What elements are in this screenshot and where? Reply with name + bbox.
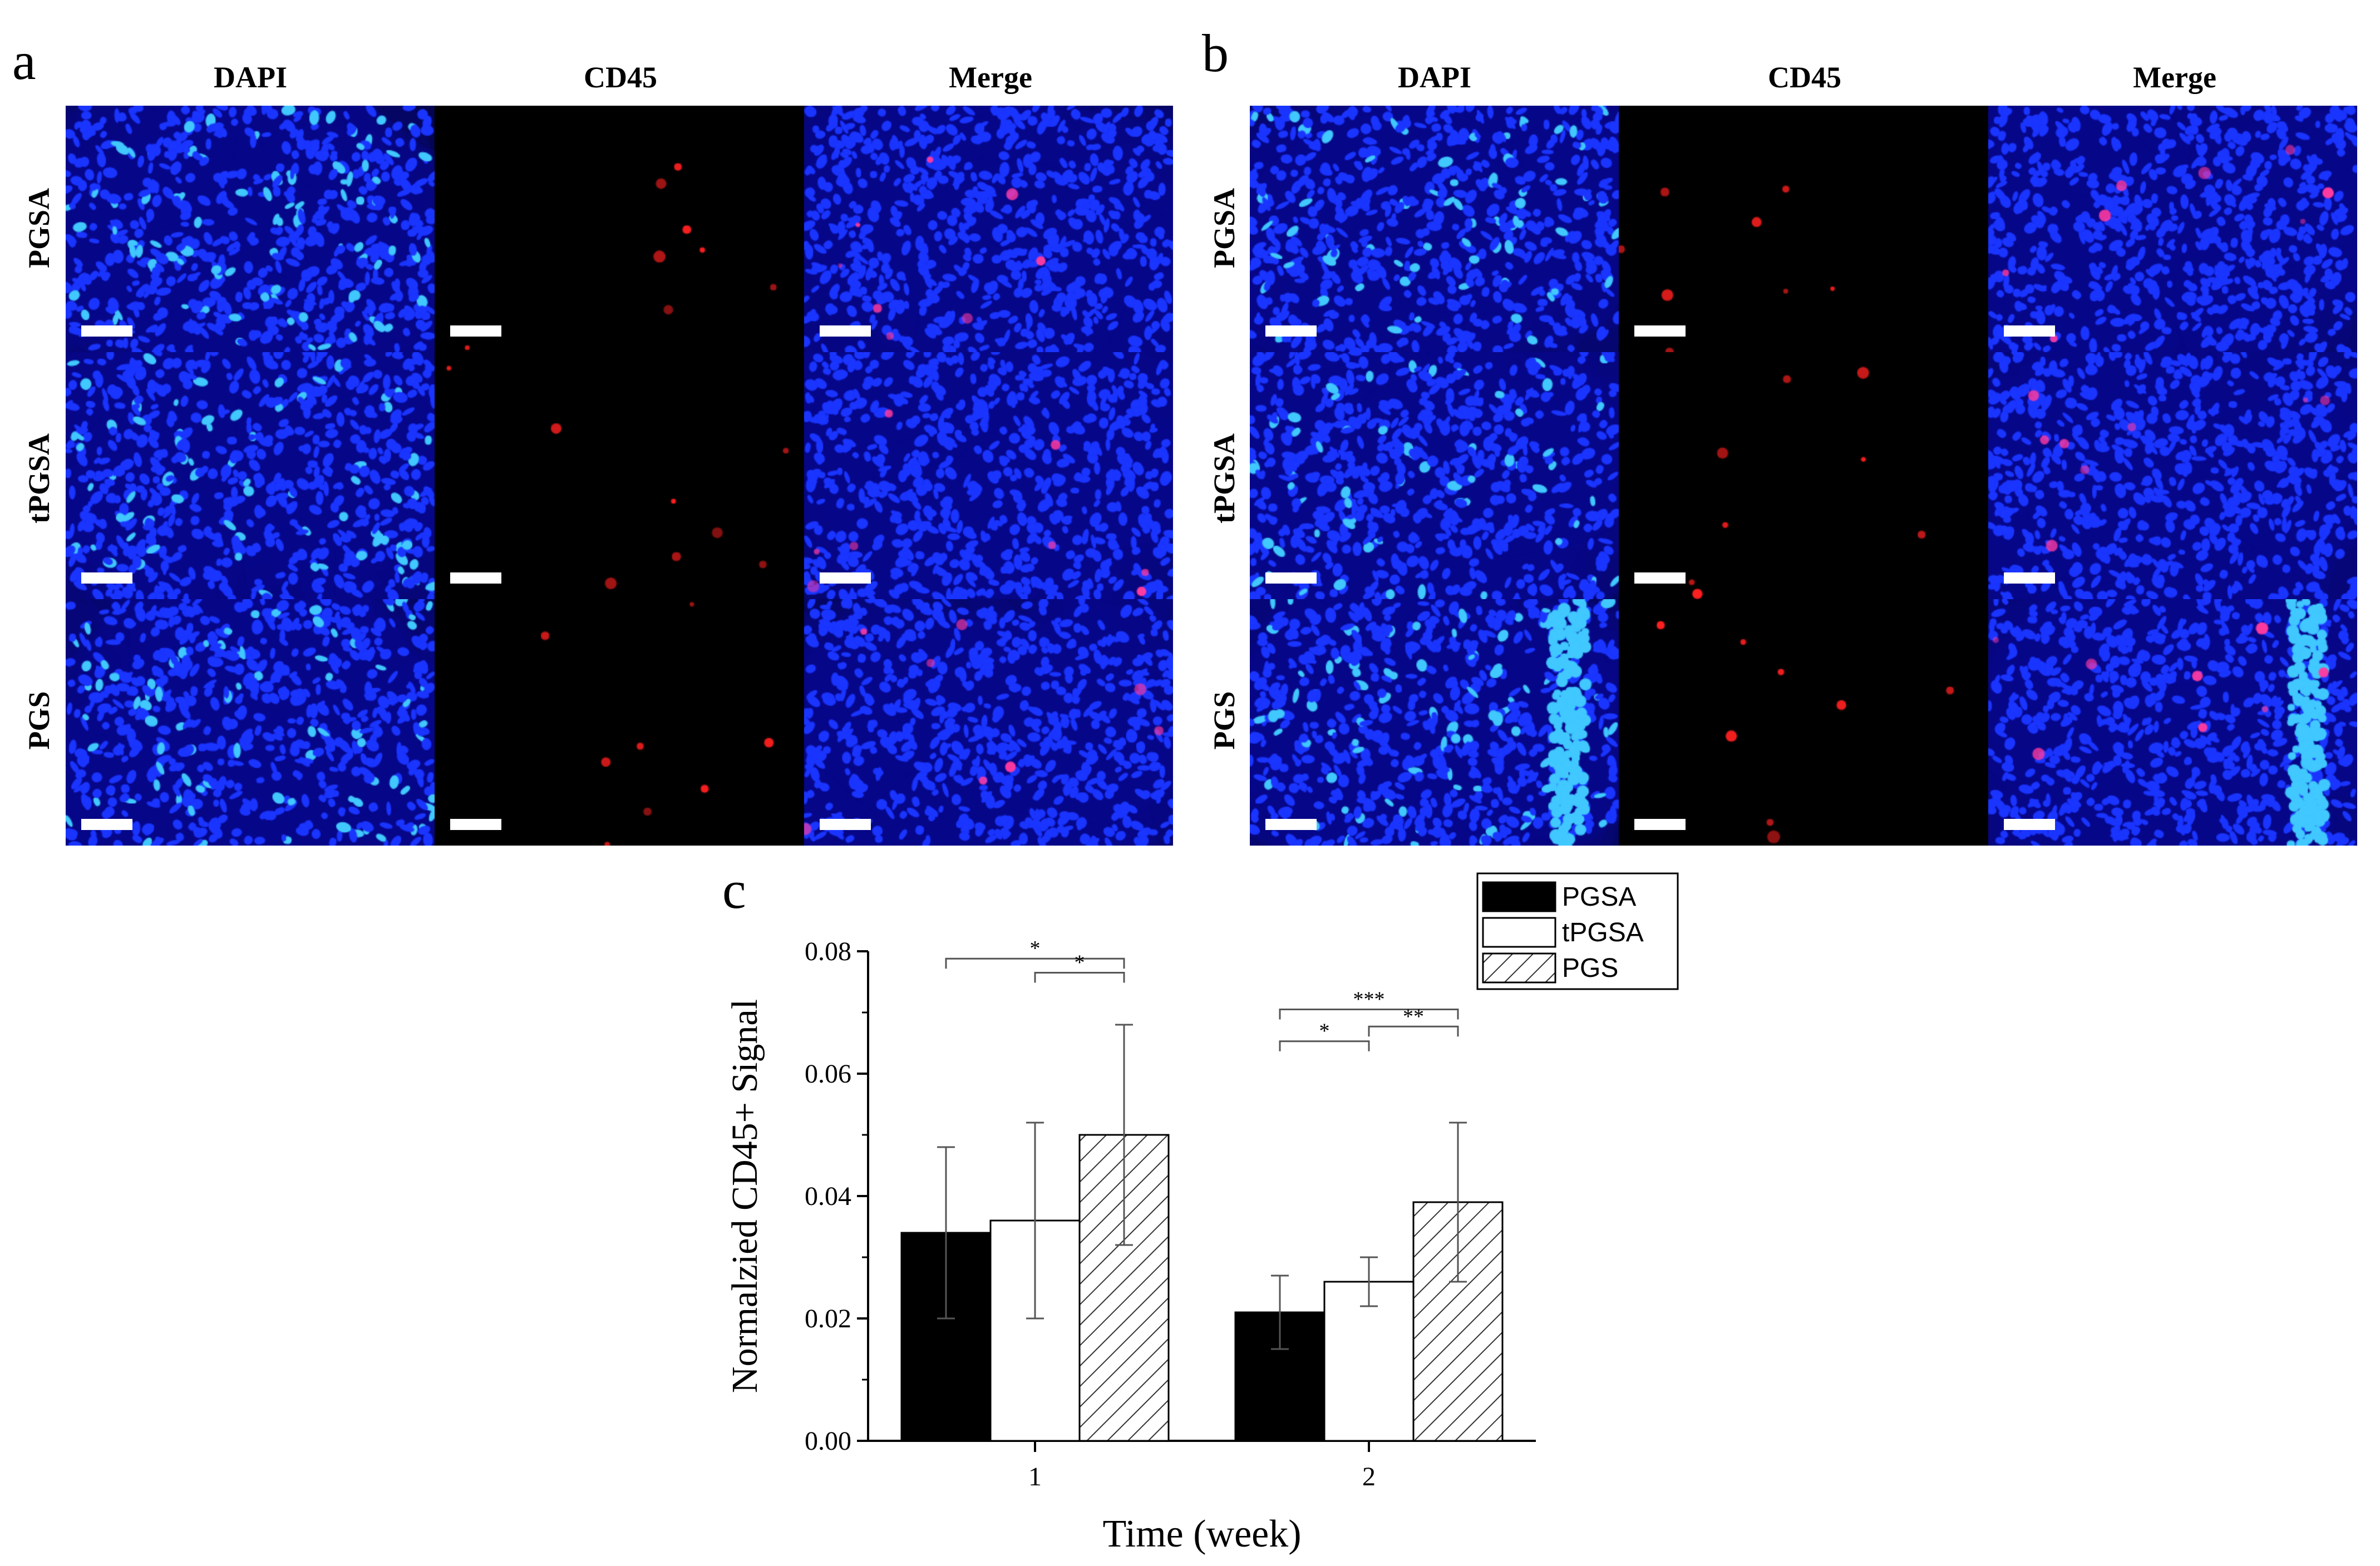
panel-letter-b: b bbox=[1202, 23, 1229, 83]
panel-a-tpgsa-merge-micrograph bbox=[804, 352, 1173, 599]
scale-bar bbox=[450, 325, 502, 337]
significance-bracket bbox=[1279, 1009, 1459, 1020]
panel-b-row-pgsa: PGSA bbox=[1208, 187, 1241, 269]
scale-bar bbox=[81, 819, 132, 830]
scale-bar bbox=[1634, 819, 1686, 830]
panel-b-col-merge: Merge bbox=[2133, 61, 2216, 94]
significance-bracket bbox=[1034, 972, 1125, 983]
y-tick-label: 0.02 bbox=[805, 1304, 851, 1333]
significance-bracket bbox=[1368, 1025, 1459, 1037]
significance-bracket bbox=[945, 957, 1125, 969]
x-tick-label: 1 bbox=[1028, 1462, 1042, 1491]
scale-bar bbox=[1634, 325, 1686, 337]
panel-b-pgsa-cd45-micrograph bbox=[1619, 106, 1988, 353]
legend-swatch-pgsa bbox=[1482, 881, 1556, 912]
scale-bar bbox=[1265, 572, 1317, 584]
significance-label: * bbox=[1075, 951, 1085, 975]
panel-b-row-pgs: PGS bbox=[1208, 691, 1241, 750]
scale-bar bbox=[819, 325, 871, 337]
panel-a-pgs-dapi-micrograph bbox=[66, 599, 435, 846]
panel-c-bar-chart: c 0.000.020.040.060.081 2********Time (we… bbox=[722, 860, 1679, 1555]
y-tick-label: 0.06 bbox=[805, 1059, 851, 1089]
panel-b-pgsa-dapi-micrograph bbox=[1250, 106, 1619, 353]
y-tick-label: 0.08 bbox=[805, 937, 851, 966]
scale-bar bbox=[819, 572, 871, 584]
scale-bar bbox=[81, 325, 132, 337]
panel-b-tpgsa-cd45-micrograph bbox=[1619, 352, 1988, 599]
panel-a-micrograph-grid bbox=[66, 106, 1173, 846]
panel-a-pgsa-cd45-micrograph bbox=[435, 106, 804, 353]
panel-b-micrograph-grid bbox=[1250, 106, 2357, 846]
legend-label-pgs: PGS bbox=[1562, 954, 1618, 983]
legend-swatch-pgs bbox=[1482, 952, 1556, 984]
scale-bar bbox=[1265, 819, 1317, 830]
panel-a-col-dapi: DAPI bbox=[214, 61, 287, 94]
x-axis-label: Time (week) bbox=[1102, 1513, 1301, 1555]
significance-label: *** bbox=[1353, 988, 1385, 1011]
panel-b-pgsa-merge-micrograph bbox=[1988, 106, 2357, 353]
panel-a-col-merge: Merge bbox=[949, 61, 1032, 94]
panel-letter-c: c bbox=[722, 860, 746, 920]
legend-swatch-tpgsa bbox=[1482, 917, 1556, 948]
panel-b-pgs-dapi-micrograph bbox=[1250, 599, 1619, 846]
scale-bar bbox=[2003, 819, 2055, 830]
panel-b-col-dapi: DAPI bbox=[1398, 61, 1471, 94]
panel-a-tpgsa-cd45-micrograph bbox=[435, 352, 804, 599]
significance-label: ** bbox=[1403, 1005, 1424, 1028]
significance-label: * bbox=[1030, 937, 1041, 960]
panel-a-row-tpgsa: tPGSA bbox=[22, 433, 56, 523]
scale-bar bbox=[1265, 325, 1317, 337]
significance-label: * bbox=[1319, 1020, 1330, 1043]
y-axis-label: Normalzied CD45+ Signal bbox=[725, 999, 765, 1393]
scale-bar bbox=[2003, 572, 2055, 584]
panel-b-pgs-cd45-micrograph bbox=[1619, 599, 1988, 846]
y-tick-label: 0.00 bbox=[805, 1426, 851, 1456]
panel-a-col-cd45: CD45 bbox=[584, 61, 657, 94]
panel-a-row-pgsa: PGSA bbox=[22, 187, 56, 269]
scale-bar bbox=[450, 572, 502, 584]
scale-bar bbox=[1634, 572, 1686, 584]
panel-a-pgs-cd45-micrograph bbox=[435, 599, 804, 846]
panel-a-pgsa-merge-micrograph bbox=[804, 106, 1173, 353]
legend-label-tpgsa: tPGSA bbox=[1562, 918, 1644, 947]
legend-label-pgsa: PGSA bbox=[1562, 882, 1636, 912]
panel-b-tpgsa-merge-micrograph bbox=[1988, 352, 2357, 599]
panel-a-row-pgs: PGS bbox=[22, 691, 56, 750]
x-tick-label: 2 bbox=[1362, 1462, 1376, 1491]
scale-bar bbox=[2003, 325, 2055, 337]
scale-bar bbox=[819, 819, 871, 830]
panel-letter-a: a bbox=[12, 31, 36, 91]
y-tick-label: 0.04 bbox=[805, 1182, 851, 1211]
scale-bar bbox=[81, 572, 132, 584]
panel-b-tpgsa-dapi-micrograph bbox=[1250, 352, 1619, 599]
significance-bracket bbox=[1279, 1040, 1370, 1051]
panel-a-tpgsa-dapi-micrograph bbox=[66, 352, 435, 599]
panel-b-pgs-merge-micrograph bbox=[1988, 599, 2357, 846]
panel-a-pgsa-dapi-micrograph bbox=[66, 106, 435, 353]
panel-b-col-cd45: CD45 bbox=[1768, 61, 1841, 94]
panel-a-pgs-merge-micrograph bbox=[804, 599, 1173, 846]
scale-bar bbox=[450, 819, 502, 830]
panel-b-row-tpgsa: tPGSA bbox=[1208, 433, 1241, 523]
